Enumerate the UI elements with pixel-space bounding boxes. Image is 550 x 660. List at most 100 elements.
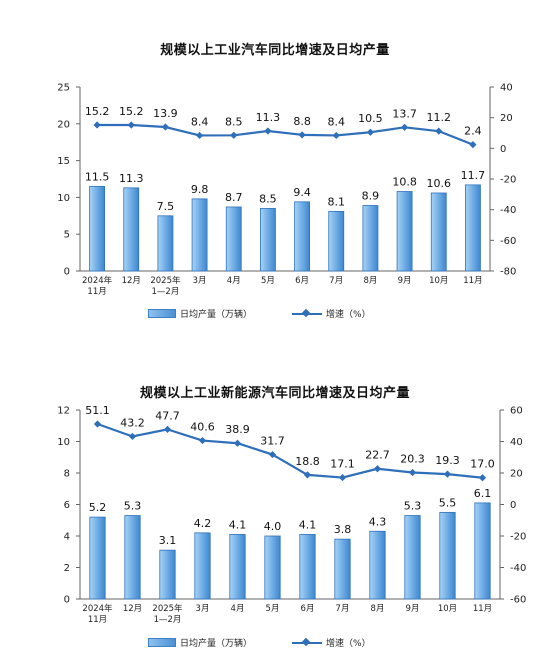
category-label: 12月 — [123, 604, 142, 614]
category-label: 1—2月 — [152, 287, 180, 297]
line-value-label: 8.4 — [191, 115, 209, 128]
bar — [264, 535, 281, 600]
legend-label: 增速（%） — [326, 639, 371, 649]
category-label: 10月 — [438, 604, 457, 614]
line-point — [128, 432, 137, 441]
right-tick-label: -60 — [510, 595, 526, 606]
bar — [294, 201, 311, 272]
legend-label: 增速（%） — [326, 310, 371, 320]
line-point — [338, 473, 347, 482]
line-point — [298, 131, 306, 139]
bar — [362, 205, 379, 272]
right-tick-label: -60 — [500, 236, 516, 247]
chart-title: 规模以上工业汽车同比增速及日均产量 — [160, 43, 390, 58]
line-swatch-icon — [292, 639, 323, 647]
bar-value-label: 5.5 — [439, 496, 457, 509]
line-value-label: 10.5 — [358, 112, 383, 125]
bar — [396, 191, 413, 272]
bar-value-label: 7.5 — [157, 200, 175, 213]
category-label: 6月 — [301, 604, 315, 614]
line-point — [443, 470, 452, 478]
line-point — [373, 465, 382, 473]
bar — [124, 515, 141, 600]
category-label: 4月 — [231, 604, 245, 614]
line-point — [93, 121, 101, 129]
legend-label: 日均产量（万辆） — [180, 639, 253, 649]
vehicle-output-chart: 规模以上工业汽车同比增速及日均产量 0 5 10 15 20 25 -80 -60 -40 -20… — [0, 0, 550, 330]
line-point — [435, 127, 443, 135]
category-label: 12月 — [122, 276, 141, 286]
bar — [123, 187, 140, 272]
category-label: 11月 — [87, 287, 106, 297]
left-tick-label: 10 — [57, 193, 70, 204]
bar — [334, 538, 351, 600]
line-value-label: 8.4 — [328, 115, 346, 128]
line-value-label: 13.7 — [392, 107, 417, 120]
chart-title: 规模以上工业新能源汽车同比增速及日均产量 — [139, 386, 410, 401]
category-label: 1—2月 — [154, 615, 182, 625]
bar — [225, 206, 242, 272]
line-point — [198, 436, 207, 445]
line-value-label: 43.2 — [120, 416, 145, 429]
line-value-label: 17.0 — [470, 458, 495, 471]
bar — [464, 184, 481, 272]
right-tick-label: -40 — [510, 563, 526, 574]
line-swatch-icon — [292, 310, 323, 318]
bar — [229, 534, 246, 600]
line-point — [233, 439, 242, 447]
bar — [157, 215, 174, 272]
bar-value-label: 11.3 — [119, 172, 144, 185]
line-point — [93, 420, 102, 428]
bar — [89, 516, 106, 600]
bar-value-label: 6.1 — [474, 487, 492, 500]
right-tick-label: -40 — [500, 205, 516, 216]
category-label: 2025年 — [152, 603, 183, 614]
category-label: 9月 — [398, 276, 412, 286]
left-tick-label: 8 — [64, 469, 70, 480]
bar-value-label: 11.5 — [85, 170, 110, 183]
bar-swatch-icon — [148, 309, 176, 318]
bar — [404, 515, 421, 600]
line-value-label: 15.2 — [85, 105, 110, 118]
line-point — [400, 123, 409, 131]
line-value-label: 15.2 — [119, 105, 144, 118]
left-tick-label: 5 — [64, 230, 70, 241]
category-label: 7月 — [336, 604, 350, 614]
bar — [369, 530, 386, 600]
category-label: 3月 — [193, 276, 207, 286]
left-tick-label: 0 — [64, 595, 70, 606]
right-tick-label: 20 — [500, 113, 513, 124]
bar — [159, 549, 176, 600]
category-label: 2025年 — [150, 275, 181, 286]
line-point — [469, 141, 477, 149]
legend-item-bars: 日均产量（万辆） — [148, 636, 252, 649]
category-label: 11月 — [463, 276, 482, 286]
line-point — [230, 131, 238, 139]
bar-value-label: 10.6 — [427, 177, 452, 190]
category-label: 7月 — [329, 276, 343, 286]
line-value-label: 38.9 — [225, 423, 250, 436]
bar — [439, 511, 456, 600]
right-tick-label: 40 — [500, 83, 513, 94]
line-point — [195, 131, 204, 140]
left-tick-label: 4 — [64, 532, 70, 543]
left-tick-label: 20 — [57, 119, 70, 130]
bar-value-label: 3.8 — [334, 523, 352, 536]
category-label: 6月 — [295, 276, 309, 286]
bar-value-label: 4.2 — [194, 517, 212, 530]
legend-label: 日均产量（万辆） — [180, 310, 253, 320]
bar-value-label: 4.3 — [369, 515, 387, 528]
left-tick-label: 12 — [57, 406, 70, 417]
bar — [259, 208, 276, 272]
line-value-label: 8.8 — [293, 115, 311, 128]
plot-area: 0 2 4 6 8 10 12 -60 -40 -20 0 20 40 60 5.2 5.3 3.1 4.2 4.1… — [57, 404, 526, 625]
right-tick-label: 0 — [510, 500, 516, 511]
bar — [191, 198, 208, 272]
line-point — [161, 123, 170, 131]
growth-line — [97, 123, 474, 146]
bar-value-label: 3.1 — [159, 534, 177, 547]
bar-value-label: 4.1 — [299, 518, 317, 531]
line-point — [332, 131, 340, 140]
bar-value-label: 8.9 — [362, 189, 380, 202]
category-label: 5月 — [266, 604, 280, 614]
